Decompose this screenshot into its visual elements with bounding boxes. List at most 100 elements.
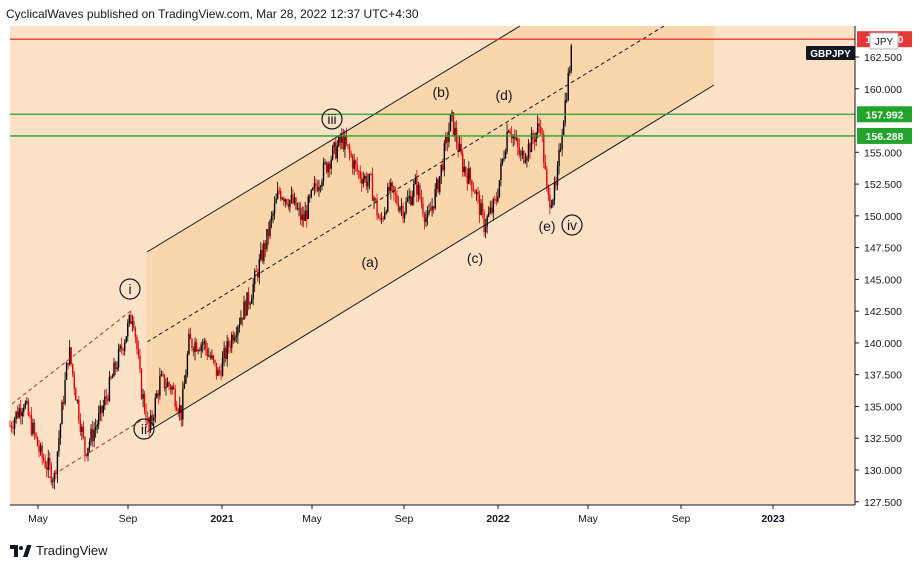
candle-body bbox=[90, 428, 92, 442]
candle-body bbox=[512, 136, 514, 139]
candle-body bbox=[341, 135, 343, 143]
wave-label: (a) bbox=[361, 254, 378, 270]
candle-body bbox=[399, 207, 401, 211]
candle-body bbox=[162, 374, 164, 376]
level-badge[interactable] bbox=[857, 106, 912, 123]
wave-circle bbox=[561, 214, 583, 236]
x-axis-ticks: May Sep 2021 May Sep 2022 May Sep 2023 bbox=[28, 505, 785, 525]
candle-body bbox=[440, 164, 442, 177]
candle-body bbox=[384, 212, 386, 219]
candle-body bbox=[468, 168, 470, 184]
candle-body bbox=[234, 336, 236, 341]
wave-label: ii bbox=[141, 421, 147, 437]
wave-circle bbox=[321, 108, 343, 130]
candle-body bbox=[416, 177, 418, 195]
candle-body bbox=[310, 189, 312, 197]
candle-body bbox=[12, 428, 14, 429]
candle-body bbox=[362, 178, 364, 184]
candle-body bbox=[550, 205, 553, 208]
tradingview-brand: TradingView bbox=[36, 543, 108, 558]
candle-body bbox=[226, 341, 228, 360]
candle-body bbox=[520, 154, 522, 156]
candle-body bbox=[270, 216, 273, 222]
candle-body bbox=[448, 131, 450, 143]
candle-body bbox=[215, 362, 218, 376]
candle-body bbox=[75, 388, 77, 401]
symbol-label: GBPJPY bbox=[810, 49, 851, 60]
channel-mid-line bbox=[146, 25, 665, 343]
y-tick-label: 140.000 bbox=[864, 338, 902, 350]
candle-body bbox=[313, 183, 316, 189]
channel-fill bbox=[147, 26, 714, 432]
candle-body bbox=[356, 164, 358, 172]
y-tick-label: 162.500 bbox=[864, 52, 902, 64]
candle-body bbox=[518, 146, 520, 155]
candle-body bbox=[131, 321, 134, 325]
candle-body bbox=[56, 451, 59, 475]
candle-body bbox=[58, 437, 60, 452]
candle-body bbox=[425, 217, 427, 222]
candle-body bbox=[312, 188, 314, 190]
candle-body bbox=[99, 405, 101, 414]
candle-body bbox=[76, 400, 78, 401]
candle-body bbox=[462, 153, 464, 173]
candle-body bbox=[96, 424, 98, 428]
candle-body bbox=[24, 402, 26, 408]
channel-lines bbox=[11, 25, 715, 479]
candle-body bbox=[306, 210, 308, 219]
candle-body bbox=[420, 197, 423, 204]
currency-box[interactable]: JPY bbox=[869, 32, 899, 50]
candle-body bbox=[197, 350, 199, 352]
candle-body bbox=[23, 407, 25, 412]
candle-body bbox=[189, 333, 192, 340]
candle-body bbox=[188, 333, 190, 355]
candle-body bbox=[529, 143, 531, 153]
candle-body bbox=[517, 138, 519, 147]
candle-body bbox=[211, 355, 213, 359]
candle-body bbox=[449, 114, 452, 132]
y-tick-label: 152.500 bbox=[864, 179, 902, 191]
candle-body bbox=[163, 374, 166, 389]
candle-body bbox=[376, 199, 378, 216]
candle-body bbox=[177, 410, 179, 413]
symbol-badge[interactable]: GBPJPY bbox=[806, 46, 855, 60]
candle-body bbox=[240, 317, 242, 325]
candle-body bbox=[494, 199, 496, 200]
candle-body bbox=[566, 100, 568, 102]
candle-body bbox=[33, 422, 36, 434]
tradingview-footer[interactable]: TradingView bbox=[10, 543, 108, 558]
y-tick-label: 137.500 bbox=[864, 370, 902, 382]
candle-body bbox=[431, 206, 433, 211]
candle-body bbox=[428, 210, 430, 214]
candle-body bbox=[273, 203, 276, 214]
candle-body bbox=[35, 433, 37, 438]
candle-body bbox=[408, 195, 410, 199]
candle-body bbox=[321, 181, 323, 187]
candle-body bbox=[10, 425, 13, 429]
candle-body bbox=[379, 218, 381, 220]
candle-body bbox=[309, 196, 311, 198]
level-badge[interactable] bbox=[857, 127, 912, 144]
candle-body bbox=[122, 349, 124, 352]
candle-body bbox=[73, 373, 75, 389]
candle-body bbox=[480, 203, 482, 216]
candle-body bbox=[436, 179, 438, 189]
candle-body bbox=[452, 112, 455, 136]
wave-label: iii bbox=[327, 111, 336, 127]
candle-body bbox=[13, 419, 16, 429]
candle-body bbox=[338, 136, 340, 146]
candle-body bbox=[569, 71, 571, 73]
candle-body bbox=[200, 344, 202, 351]
candle-body bbox=[128, 315, 130, 324]
candle-body bbox=[30, 415, 33, 435]
y-tick-label: 132.500 bbox=[864, 433, 902, 445]
candle-body bbox=[501, 158, 504, 164]
candle-body bbox=[443, 143, 446, 171]
candle-body bbox=[101, 405, 103, 413]
candle-body bbox=[82, 426, 85, 437]
candle-body bbox=[220, 370, 222, 377]
publisher-header: CyclicalWaves published on TradingView.c… bbox=[6, 7, 419, 21]
candle-body bbox=[214, 360, 216, 363]
candle-body bbox=[293, 197, 296, 204]
